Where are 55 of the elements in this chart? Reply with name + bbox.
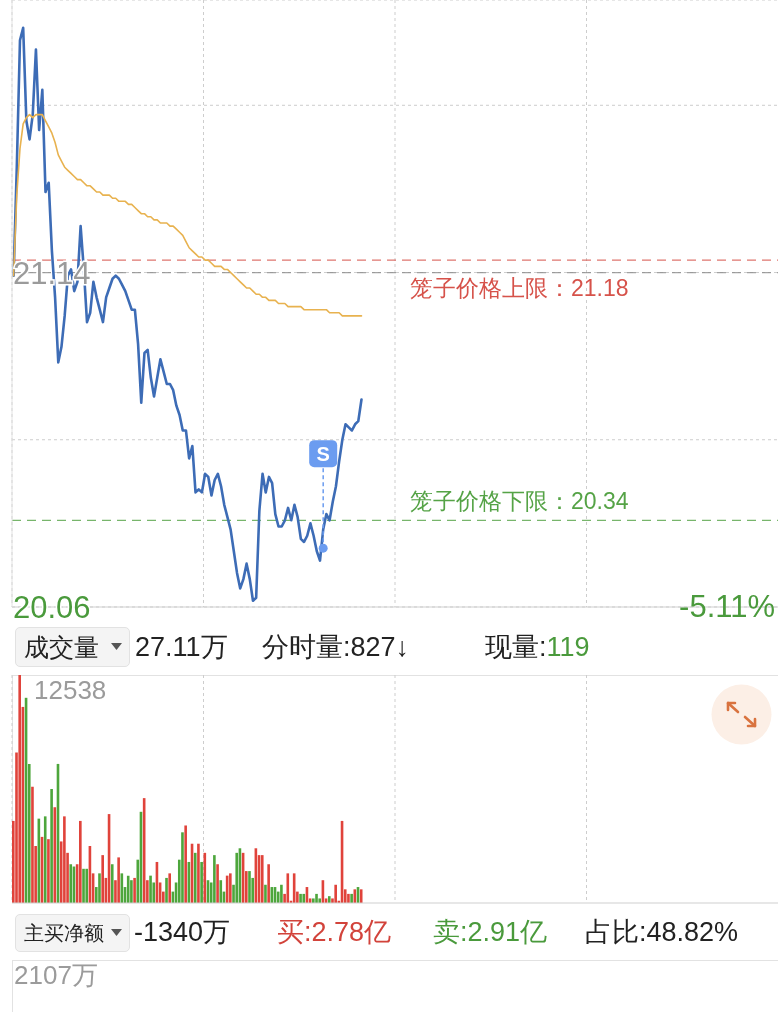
bar bbox=[126, 875, 130, 903]
bar bbox=[110, 864, 114, 903]
text: 现量:119 bbox=[485, 630, 590, 664]
dropdown[interactable]: 主买净额 bbox=[15, 914, 130, 952]
text: -1340万 bbox=[134, 916, 231, 949]
bar bbox=[43, 816, 47, 903]
data-label: S bbox=[316, 442, 330, 465]
text: 卖:2.91亿 bbox=[433, 916, 548, 949]
text: 分时量:827↓ bbox=[262, 631, 410, 664]
bar bbox=[79, 820, 82, 903]
bar bbox=[50, 789, 53, 903]
text: 2107万 bbox=[14, 959, 98, 991]
bar bbox=[149, 875, 152, 903]
bar bbox=[165, 877, 168, 903]
line-series bbox=[12, 113, 363, 317]
bar bbox=[219, 880, 223, 903]
bar bbox=[334, 884, 337, 903]
bar bbox=[168, 873, 172, 903]
bar bbox=[280, 884, 283, 903]
text: 27.11万 bbox=[135, 631, 228, 664]
bar bbox=[181, 832, 184, 903]
bar bbox=[302, 893, 306, 903]
bar bbox=[63, 816, 66, 903]
bar bbox=[315, 893, 318, 903]
bar bbox=[200, 861, 203, 903]
bar bbox=[184, 825, 187, 903]
annotation: -5.11% bbox=[679, 589, 775, 625]
ref-line-label: 笼子价格下限：20.34 bbox=[410, 488, 629, 515]
bar bbox=[216, 864, 219, 903]
y-tick-label: 20.06 bbox=[13, 589, 91, 625]
text: 占比:48.82% bbox=[585, 916, 739, 949]
bar bbox=[267, 864, 270, 903]
bar bbox=[53, 807, 57, 903]
bar bbox=[197, 843, 200, 903]
bar bbox=[286, 873, 290, 903]
bar bbox=[264, 884, 267, 903]
bar bbox=[229, 873, 232, 903]
text: 买:2.78亿 bbox=[277, 916, 392, 949]
bar bbox=[193, 852, 197, 903]
chart-title: 成交量 bbox=[24, 631, 99, 663]
bar bbox=[101, 855, 104, 903]
bar bbox=[47, 839, 50, 903]
bar bbox=[318, 898, 322, 903]
bar bbox=[235, 852, 239, 903]
bar bbox=[312, 898, 315, 903]
annotation: 12538 bbox=[34, 674, 107, 706]
bar bbox=[98, 873, 101, 903]
bar bbox=[85, 868, 89, 903]
ref-line-label: 笼子价格上限：21.18 bbox=[410, 275, 629, 302]
bar bbox=[117, 857, 120, 903]
bar bbox=[18, 675, 21, 903]
bar bbox=[31, 786, 34, 903]
dropdown[interactable]: 成交量 bbox=[15, 627, 130, 667]
bar bbox=[82, 868, 85, 903]
bar bbox=[213, 855, 216, 903]
